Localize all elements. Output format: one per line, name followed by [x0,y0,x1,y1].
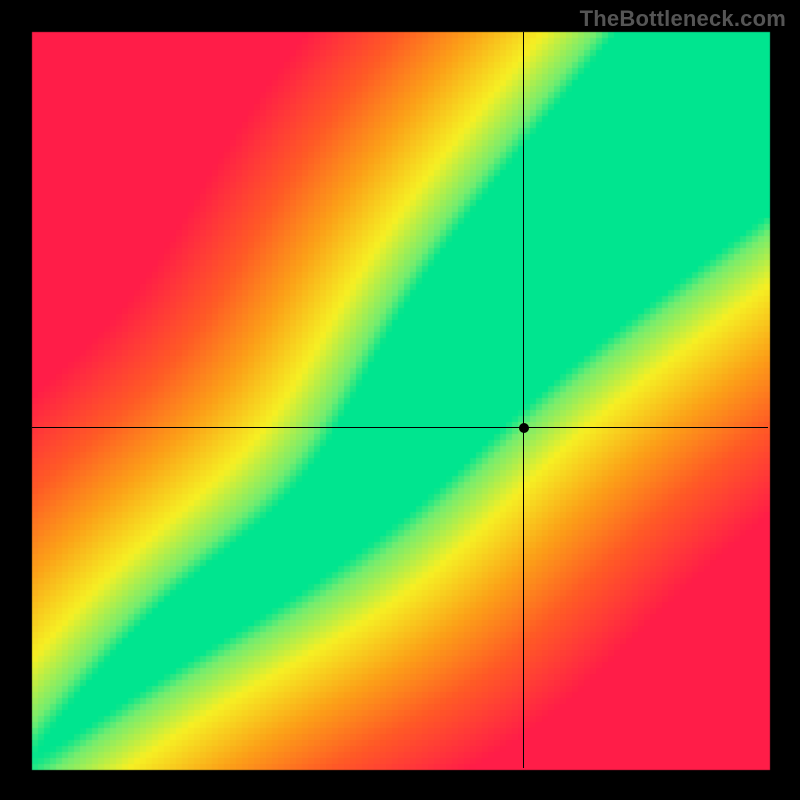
crosshair-vertical [523,32,524,768]
crosshair-horizontal [32,427,768,428]
bottleneck-heatmap [0,0,800,800]
chart-container: TheBottleneck.com [0,0,800,800]
watermark-text: TheBottleneck.com [580,6,786,32]
crosshair-marker [519,423,529,433]
